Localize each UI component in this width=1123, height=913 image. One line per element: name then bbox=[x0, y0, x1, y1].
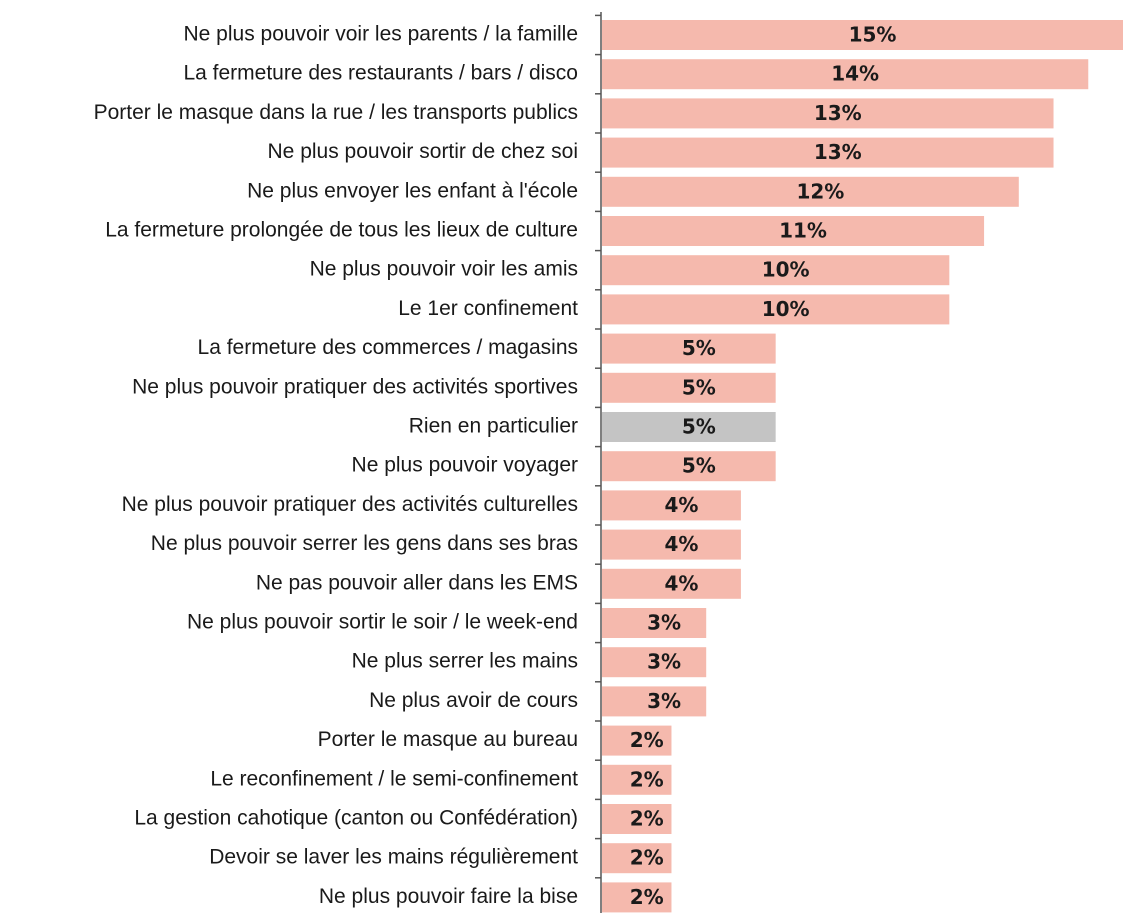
bar bbox=[602, 686, 707, 717]
value-label: 2% bbox=[630, 885, 664, 909]
category-label: La fermeture prolongée de tous les lieux… bbox=[105, 219, 578, 242]
category-label: Ne plus pouvoir pratiquer des activités … bbox=[132, 375, 578, 398]
bar bbox=[602, 20, 1123, 50]
bar bbox=[602, 882, 672, 913]
bar bbox=[602, 333, 776, 364]
value-label: 15% bbox=[849, 23, 897, 47]
category-label: Ne plus envoyer les enfant à l'école bbox=[247, 179, 578, 202]
category-label: Ne plus pouvoir voyager bbox=[352, 454, 578, 477]
value-label: 5% bbox=[682, 375, 716, 399]
bar bbox=[602, 490, 741, 521]
bar bbox=[602, 137, 1054, 168]
category-label: Ne plus pouvoir voir les amis bbox=[310, 258, 578, 281]
value-label: 3% bbox=[647, 650, 681, 674]
value-label: 12% bbox=[796, 179, 844, 203]
category-label: Ne pas pouvoir aller dans les EMS bbox=[256, 571, 578, 594]
bar bbox=[602, 412, 776, 442]
bar bbox=[602, 804, 672, 834]
bar bbox=[602, 843, 672, 874]
bar bbox=[602, 176, 1019, 207]
category-label: Ne plus pouvoir sortir le soir / le week… bbox=[187, 611, 578, 634]
category-label: Rien en particulier bbox=[409, 415, 578, 438]
value-label: 10% bbox=[762, 297, 810, 321]
value-label: 4% bbox=[664, 571, 698, 595]
bar bbox=[602, 98, 1054, 129]
bar bbox=[602, 372, 776, 403]
category-label: Ne plus pouvoir pratiquer des activités … bbox=[122, 493, 578, 516]
value-label: 3% bbox=[647, 689, 681, 713]
category-label: Le reconfinement / le semi-confinement bbox=[210, 767, 578, 790]
category-label: Ne plus pouvoir voir les parents / la fa… bbox=[183, 23, 578, 46]
category-label: Ne plus pouvoir faire la bise bbox=[319, 885, 578, 908]
value-label: 10% bbox=[762, 258, 810, 282]
category-label: Ne plus serrer les mains bbox=[352, 650, 578, 673]
category-label: Ne plus pouvoir sortir de chez soi bbox=[268, 140, 578, 163]
value-label: 5% bbox=[682, 454, 716, 478]
bar bbox=[602, 647, 707, 678]
category-label: La fermeture des restaurants / bars / di… bbox=[183, 62, 578, 85]
value-label: 4% bbox=[664, 532, 698, 556]
value-label: 13% bbox=[814, 101, 862, 125]
category-label: Porter le masque dans la rue / les trans… bbox=[94, 101, 578, 124]
value-label: 5% bbox=[682, 336, 716, 360]
bar bbox=[602, 451, 776, 482]
value-label: 2% bbox=[630, 767, 664, 791]
value-label: 5% bbox=[682, 415, 716, 439]
bar bbox=[602, 529, 741, 560]
bar bbox=[602, 608, 707, 638]
value-label: 2% bbox=[630, 846, 664, 870]
value-label: 13% bbox=[814, 140, 862, 164]
category-label: La fermeture des commerces / magasins bbox=[198, 336, 578, 359]
bar bbox=[602, 59, 1089, 90]
category-label: Porter le masque au bureau bbox=[318, 728, 578, 751]
value-label: 3% bbox=[647, 611, 681, 635]
bar bbox=[602, 725, 672, 756]
category-label: Le 1er confinement bbox=[398, 297, 578, 320]
bar bbox=[602, 294, 950, 325]
bar bbox=[602, 764, 672, 795]
value-label: 2% bbox=[630, 807, 664, 831]
bar bbox=[602, 568, 741, 599]
bar bbox=[602, 216, 985, 246]
category-label: La gestion cahotique (canton ou Confédér… bbox=[134, 807, 578, 830]
bar bbox=[602, 255, 950, 286]
value-label: 4% bbox=[664, 493, 698, 517]
value-label: 2% bbox=[630, 728, 664, 752]
category-label: Ne plus avoir de cours bbox=[369, 689, 578, 712]
category-label: Devoir se laver les mains régulièrement bbox=[209, 846, 578, 869]
value-label: 14% bbox=[831, 62, 879, 86]
value-label: 11% bbox=[779, 219, 827, 243]
category-label: Ne plus pouvoir serrer les gens dans ses… bbox=[151, 532, 578, 555]
